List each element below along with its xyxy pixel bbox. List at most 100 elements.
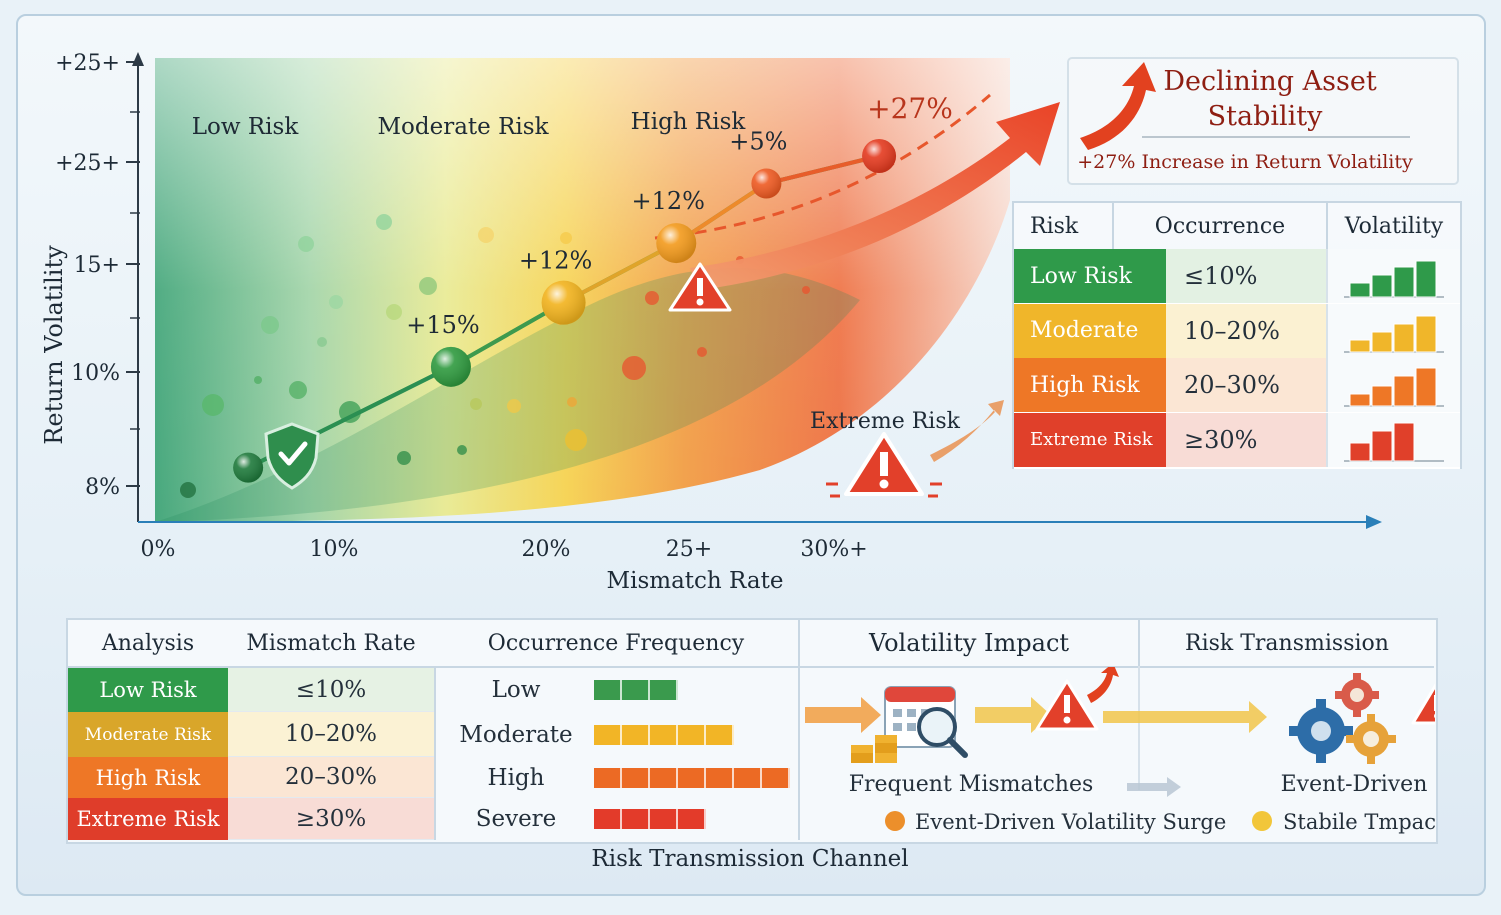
volatility-mini-chart [1344,260,1444,298]
risk-table-row: Moderate 10–20% [1014,303,1460,360]
risk-table-volatility-cell [1328,412,1460,467]
series-line: +15% +12% +12% +5% [233,128,897,483]
x-tick-label: 20% [522,537,571,562]
transmission-legend-dot [1252,811,1272,831]
lower-green-band [155,268,860,522]
risk-table-risk-cell: Extreme Risk [1014,412,1166,467]
risk-table-row: High Risk 20–30% [1014,358,1460,414]
volatility-bar [1349,339,1371,352]
frequency-bar [594,767,790,788]
risk-occurrence-table: Risk Occurrence Volatility Low Risk ≤10% M… [1012,201,1462,469]
volatility-bar [1415,315,1437,352]
analysis-risk-cell: Low Risk [68,668,228,712]
series-segment [765,154,880,186]
zone-label-low: Low Risk [192,114,300,140]
y-axis-label: Return Volatility [40,245,68,445]
frequency-bar [594,680,678,700]
x-ticks: 0% 10% 20% 25+ 30%+ [141,537,868,562]
volatility-impact-illustration: Frequent Mismatches Event-Driven Volatil… [805,667,1435,834]
data-point-shine [541,280,586,325]
risk-table-row: Low Risk ≤10% [1014,249,1460,305]
column-divider-2 [1138,666,1140,790]
risk-table-header-volatility: Volatility [1344,213,1444,239]
frequency-bar-segment [622,809,650,829]
frequency-bar-segment [594,809,622,829]
data-point-shine [862,139,897,173]
risk-table-header-risk: Risk [1014,203,1114,249]
table-divider [68,666,798,668]
data-point-shine [656,223,697,264]
data-point-shine [751,168,782,199]
frequency-bar-segment [650,767,678,788]
callout-arrow-icon [1080,62,1156,150]
risk-table-header: Risk Occurrence Volatility [1014,203,1460,251]
volatility-bar [1349,442,1371,461]
x-tick-label: 10% [310,537,359,562]
volatility-bar [1393,422,1415,461]
risk-table-occurrence-cell: ≥30% [1166,412,1328,467]
x-tick-label: 30%+ [800,537,867,562]
volatility-bar [1371,274,1393,298]
frequency-cell: Severe [475,806,557,832]
transmission-legend: Stabile Tmpact [1283,810,1435,834]
volatility-bar [1393,323,1415,352]
impact-legend: Event-Driven Volatility Surge [915,810,1226,834]
impact-legend-dot [885,811,905,831]
column-divider [798,666,800,840]
risk-table-volatility-cell [1328,249,1460,303]
projection-label: +27% [867,92,953,125]
analysis-risk-cell: High Risk [68,757,228,798]
impact-warning-icon [1035,679,1099,731]
callout-box [1067,57,1459,185]
frequency-bar-segment [622,724,650,745]
callout-subtitle: +27% Increase in Return Volatility [1077,151,1413,173]
volatility-mini-chart [1344,422,1444,462]
frequency-bar-segment [594,724,622,745]
impact-surge-arrow [1087,667,1119,703]
data-label: +12% [632,187,705,215]
frequency-bar-segment [678,767,706,788]
x-tick-label: 0% [141,537,176,562]
mismatch-rate-cell: 20–30% [228,757,434,798]
table-divider-right [798,666,1434,668]
y-tick-label: 15+ [74,253,120,278]
volatility-bar [1349,282,1371,298]
frequency-bar-segment [706,724,734,745]
frequency-bar-segment [734,767,762,788]
analysis-header: Analysis [101,630,195,656]
transmission-arrow [1103,701,1267,733]
column-divider-3 [434,666,436,840]
frequency-bar-segment [594,767,622,788]
transmission-caption: Event-Driven [1281,772,1428,797]
y-tick-label: +25+ [55,51,120,76]
frequency-bar [594,809,706,829]
frequency-cell: Low [491,677,541,703]
y-tick-label: 8% [85,475,120,500]
frequency-bar-segment [622,767,650,788]
risk-table-volatility-cell [1328,303,1460,358]
volatility-bar [1371,331,1393,352]
y-tick-label: +25+ [55,151,120,176]
mismatch-rate-cell: ≥30% [228,798,434,840]
y-axis-arrow [132,52,144,66]
risk-table-occurrence-cell: 20–30% [1166,358,1328,412]
x-tick-label: 25+ [666,537,712,562]
frequency-bar-segment [706,767,734,788]
footer-title: Risk Transmission Channel [591,846,909,872]
volatility-bar [1393,375,1415,407]
extreme-risk-arrow [930,400,1004,462]
impact-flow-arrow [975,697,1051,733]
risk-analysis-table: Analysis Mismatch Rate Occurrence Freque… [66,618,1438,844]
analysis-risk-cell: Extreme Risk [68,798,228,840]
trend-arrow [690,102,1060,290]
volatility-bar [1415,367,1437,407]
data-point-shine [430,346,471,387]
extreme-risk-label: Extreme Risk [810,409,961,434]
projection-dashed-line [654,93,991,240]
data-label: +5% [729,128,787,156]
risk-table-occurrence-cell: 10–20% [1166,303,1328,358]
frequency-bar [594,724,734,745]
zone-label-high: High Risk [631,109,747,135]
frequency-bar-segment [678,809,706,829]
